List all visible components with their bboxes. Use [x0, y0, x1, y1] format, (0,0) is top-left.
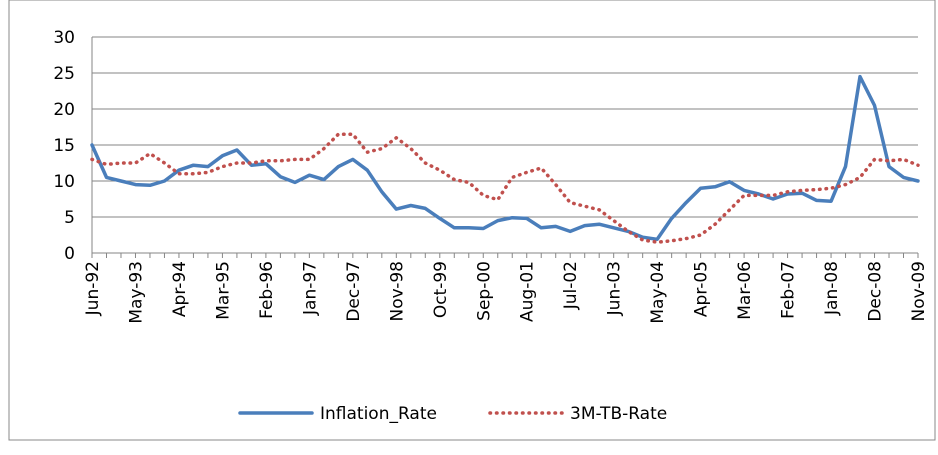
x-tick-label: Mar-95	[213, 261, 233, 320]
x-tick-label: Apr-05	[692, 261, 712, 317]
x-tick-label: Nov-09	[909, 261, 929, 322]
x-tick-label: Dec-08	[866, 261, 886, 322]
y-tick-label: 5	[64, 208, 75, 228]
x-tick-label: May-04	[648, 261, 668, 324]
x-tick-label: Jun-92	[83, 261, 103, 316]
x-tick-label: May-93	[126, 261, 146, 324]
x-tick-label: Sep-00	[474, 261, 494, 321]
y-tick-label: 0	[64, 244, 75, 264]
x-tick-label: Apr-94	[170, 261, 190, 317]
x-tick-label: Jan-08	[822, 261, 842, 316]
x-tick-label: Dec-97	[344, 261, 364, 322]
x-tick-label: Oct-99	[431, 261, 451, 318]
y-tick-label: 10	[53, 172, 75, 192]
series-line	[90, 132, 920, 244]
y-tick-label: 20	[53, 100, 75, 120]
x-tick-label: Feb-07	[779, 261, 799, 319]
legend-label: Inflation_Rate	[320, 404, 437, 424]
legend-label: 3M-TB-Rate	[570, 404, 667, 424]
x-tick-label: Feb-96	[257, 261, 277, 319]
x-tick-label: Mar-06	[735, 261, 755, 320]
x-tick-label: Nov-98	[387, 261, 407, 322]
chart-border	[8, 0, 936, 441]
series-line	[90, 74, 920, 242]
x-tick-label: Jun-03	[605, 261, 625, 316]
x-tick-label: Jan-97	[300, 261, 320, 316]
x-tick-label: Jul-02	[561, 261, 581, 310]
x-tick-label: Aug-01	[518, 261, 538, 322]
y-tick-label: 15	[53, 136, 75, 156]
y-tick-label: 25	[53, 64, 75, 84]
y-tick-label: 30	[53, 28, 75, 48]
